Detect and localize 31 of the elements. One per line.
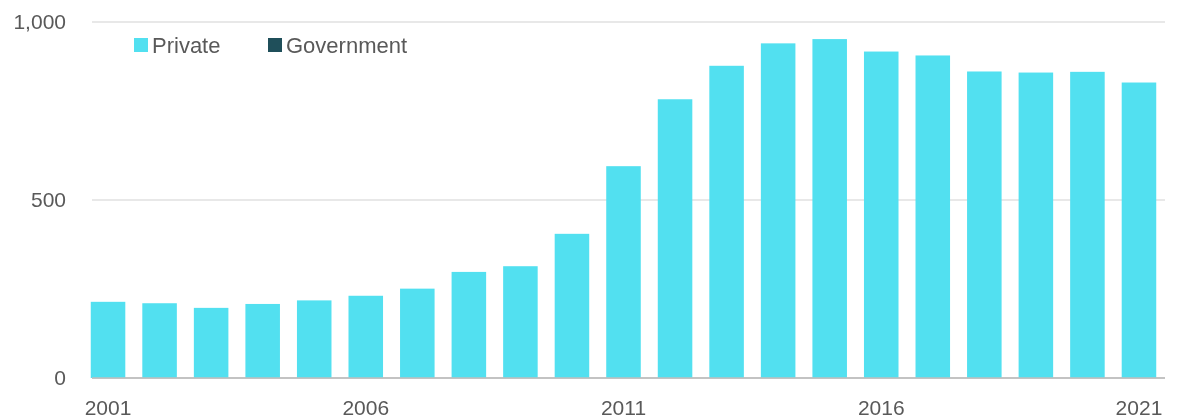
bar [554,233,590,378]
bar [1070,71,1105,378]
bar [142,303,177,378]
bar [1121,82,1157,378]
bar [451,271,487,378]
bar [915,55,951,378]
y-tick-label: 1,000 [13,10,66,34]
bar [245,303,280,378]
bar [812,39,847,378]
legend-label: Government [286,32,408,58]
bar [348,295,384,378]
bar [400,288,435,378]
x-tick-label: 2001 [84,396,132,419]
x-tick-label: 2006 [342,396,390,419]
bar [760,43,796,378]
bar [967,71,1002,378]
bar [863,51,899,378]
legend-label: Private [152,32,221,58]
bar [1018,72,1054,378]
bar [296,300,332,378]
bar [606,166,641,378]
x-tick-label: 2011 [600,396,647,419]
y-tick-label: 0 [54,366,66,390]
x-tick-label: 2021 [1115,396,1163,419]
bar [709,65,744,378]
x-tick-label: 2016 [857,396,905,419]
bar [657,99,693,378]
y-tick-label: 500 [30,188,66,212]
bar [90,301,126,378]
bar [503,266,538,378]
bar [193,307,229,378]
